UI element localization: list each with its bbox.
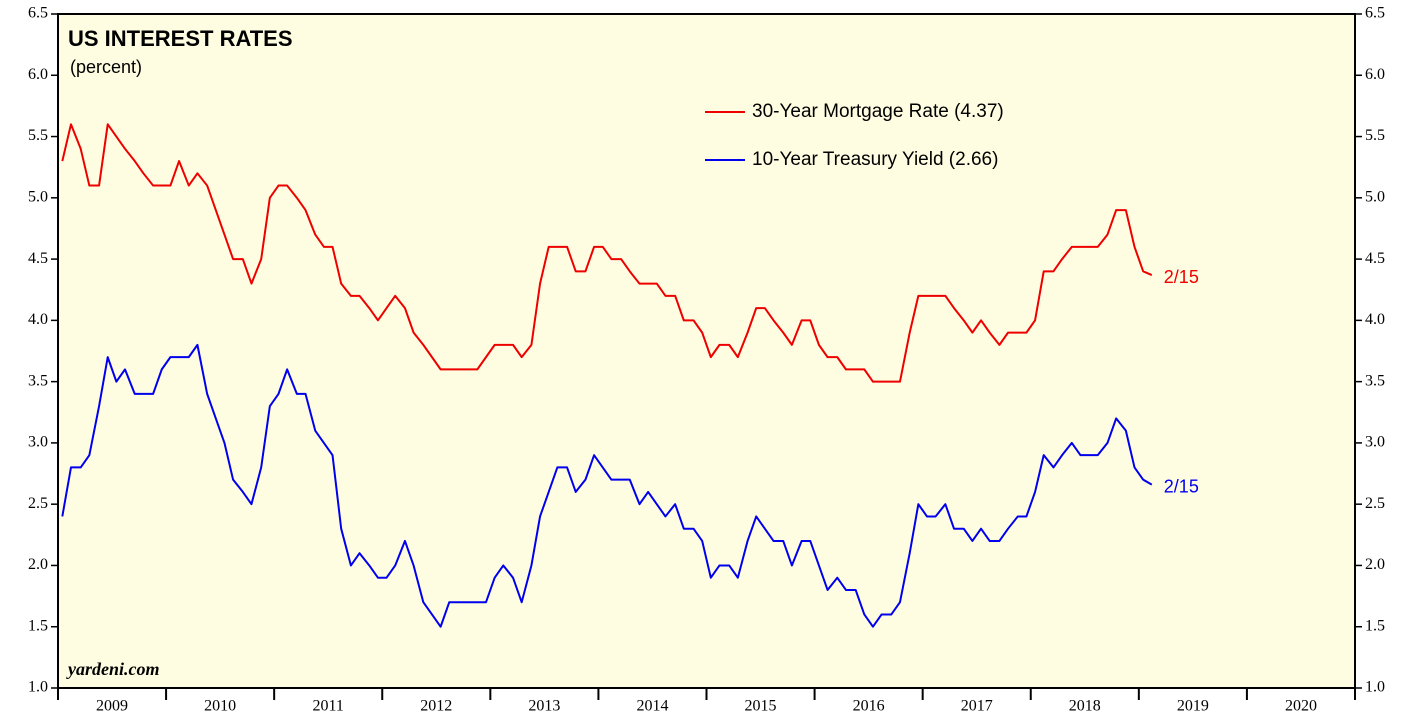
y-tick-label: 1.0	[28, 679, 48, 696]
plot-border	[57, 13, 1356, 689]
y-tick-label: 6.0	[28, 66, 48, 83]
series-line	[61, 123, 1153, 383]
y2-tick-label: 6.5	[1365, 5, 1385, 22]
end-annotation: 2/15	[1164, 267, 1199, 287]
plot-background	[58, 14, 1355, 688]
chart-subtitle: (percent)	[70, 57, 142, 77]
y2-tick-label: 4.0	[1365, 311, 1385, 328]
y2-tick-label: 5.5	[1365, 127, 1385, 144]
legend-label: 30-Year Mortgage Rate (4.37)	[752, 101, 1004, 122]
y2-tick-label: 2.5	[1365, 495, 1385, 512]
x-tick-label: 2011	[313, 698, 344, 715]
legend-label: 10-Year Treasury Yield (2.66)	[752, 149, 998, 170]
x-tick-label: 2018	[1069, 698, 1101, 715]
end-annotation: 2/15	[1164, 476, 1199, 496]
y2-tick-label: 3.0	[1365, 434, 1385, 451]
y-tick-label: 2.0	[28, 556, 48, 573]
y-tick-label: 3.5	[28, 372, 48, 389]
y-tick-label: 3.0	[28, 434, 48, 451]
y-tick-label: 6.5	[28, 5, 48, 22]
y-tick-label: 1.5	[28, 617, 48, 634]
y-tick-label: 2.5	[28, 495, 48, 512]
x-tick-label: 2019	[1177, 698, 1209, 715]
y2-tick-label: 6.0	[1365, 66, 1385, 83]
y-tick-label: 5.0	[28, 188, 48, 205]
source: yardeni.com	[66, 659, 160, 679]
x-tick-label: 2013	[528, 698, 560, 715]
chart-title: US INTEREST RATES	[68, 26, 293, 51]
y2-tick-label: 4.5	[1365, 250, 1385, 267]
x-tick-label: 2009	[96, 698, 128, 715]
series-line	[61, 343, 1153, 628]
x-tick-label: 2010	[204, 698, 236, 715]
y2-tick-label: 1.5	[1365, 617, 1385, 634]
x-tick-label: 2016	[853, 698, 885, 715]
y2-tick-label: 1.0	[1365, 679, 1385, 696]
x-tick-label: 2017	[961, 698, 993, 715]
y-tick-label: 4.5	[28, 250, 48, 267]
y2-tick-label: 5.0	[1365, 188, 1385, 205]
y-tick-label: 5.5	[28, 127, 48, 144]
x-tick-label: 2012	[420, 698, 452, 715]
y2-tick-label: 2.0	[1365, 556, 1385, 573]
x-tick-label: 2014	[636, 698, 668, 715]
x-tick-label: 2020	[1285, 698, 1317, 715]
y2-tick-label: 3.5	[1365, 372, 1385, 389]
x-tick-label: 2015	[745, 698, 777, 715]
y-tick-label: 4.0	[28, 311, 48, 328]
